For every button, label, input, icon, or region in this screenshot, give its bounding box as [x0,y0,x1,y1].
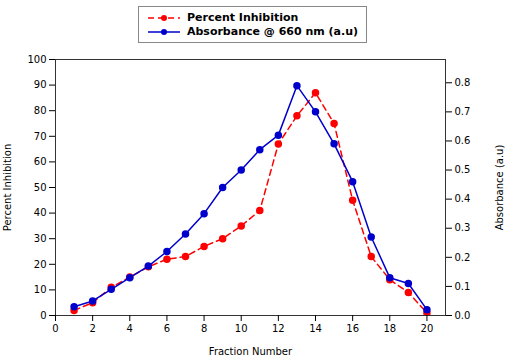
svg-text:20: 20 [34,259,47,270]
svg-text:Percent Inhibition: Percent Inhibition [2,144,13,232]
svg-text:0.5: 0.5 [455,164,471,175]
svg-text:14: 14 [309,323,322,334]
html-text:Absorbance @ 660 nm (a.u): Absorbance @ 660 nm (a.u) [187,25,358,38]
svg-text:0.8: 0.8 [455,77,471,88]
svg-text:90: 90 [34,79,47,90]
svg-text:70: 70 [34,131,47,142]
svg-text:30: 30 [34,233,47,244]
svg-text:0: 0 [40,310,46,321]
svg-text:2: 2 [89,323,95,334]
svg-text:Fraction Number: Fraction Number [209,346,293,357]
svg-text:20: 20 [421,323,434,334]
svg-text:80: 80 [34,105,47,116]
svg-text:10: 10 [235,323,248,334]
svg-text:4: 4 [127,323,133,334]
svg-text:Absorbance (a.u): Absorbance (a.u) [494,145,505,231]
svg-text:0.1: 0.1 [455,281,471,292]
svg-text:50: 50 [34,182,47,193]
svg-text:6: 6 [164,323,170,334]
svg-text:16: 16 [346,323,359,334]
svg-text:0: 0 [52,323,58,334]
svg-text:60: 60 [34,156,47,167]
svg-text:0.3: 0.3 [455,222,471,233]
html-text:Percent Inhibition: Percent Inhibition [187,11,299,24]
svg-text:10: 10 [34,284,47,295]
svg-text:0.4: 0.4 [455,193,471,204]
svg-text:0.7: 0.7 [455,106,471,117]
svg-text:40: 40 [34,207,47,218]
svg-text:0.0: 0.0 [455,310,471,321]
svg-text:8: 8 [201,323,207,334]
svg-text:100: 100 [27,54,46,65]
svg-text:0.2: 0.2 [455,252,471,263]
svg-text:0.6: 0.6 [455,135,471,146]
svg-text:12: 12 [272,323,285,334]
svg-text:18: 18 [383,323,396,334]
